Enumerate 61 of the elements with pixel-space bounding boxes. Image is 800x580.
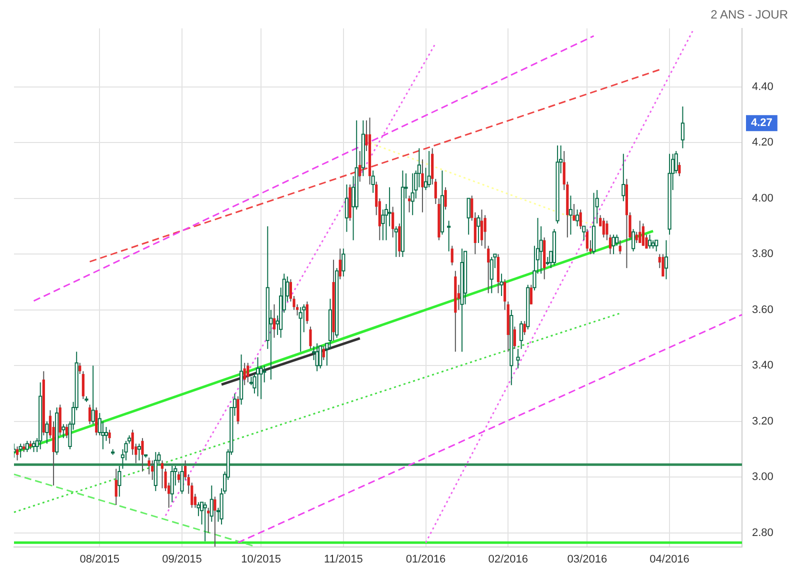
y-tick-label: 2.80 — [752, 526, 774, 539]
candlestick — [207, 507, 210, 534]
candlestick — [530, 284, 532, 305]
candlestick — [579, 209, 582, 230]
y-tick-label: 4.20 — [752, 136, 774, 149]
candlestick — [618, 240, 622, 255]
candlestick — [586, 228, 588, 252]
x-tick-label: 11/2015 — [324, 553, 363, 566]
candlestick — [306, 301, 308, 324]
y-tick-label: 3.40 — [752, 360, 774, 372]
candlestick — [513, 326, 516, 350]
candlestick — [78, 362, 82, 374]
candlestick — [450, 245, 454, 266]
candlestick — [16, 446, 19, 461]
candlestick — [214, 496, 216, 547]
candlestick — [642, 222, 644, 246]
candlestick — [678, 162, 681, 177]
x-tick-label: 04/2016 — [650, 553, 690, 566]
candlestick — [151, 460, 154, 480]
candlestick — [82, 370, 84, 400]
x-tick-label: 08/2015 — [80, 553, 120, 566]
candlestick — [480, 209, 484, 246]
candlestick — [309, 326, 312, 350]
candlestick — [421, 158, 424, 213]
y-tick-label: 3.20 — [752, 415, 774, 428]
candlestick — [160, 460, 164, 489]
candlestick — [662, 254, 664, 277]
candlestick — [177, 471, 180, 484]
candlestick — [236, 396, 240, 425]
x-tick-label: 09/2015 — [162, 553, 202, 566]
y-tick-label: 4.00 — [752, 192, 774, 204]
x-tick-label: 03/2016 — [567, 553, 608, 566]
candlestick — [114, 468, 118, 506]
candlestick — [444, 186, 447, 210]
candlestick — [392, 206, 394, 238]
candlestick — [487, 245, 490, 294]
candlestick — [88, 404, 92, 425]
candlestick — [65, 424, 68, 439]
y-tick-label: 3.60 — [752, 304, 774, 316]
y-tick-label: 4.40 — [752, 80, 774, 93]
candlestick — [141, 438, 144, 472]
candlestick — [243, 362, 246, 386]
candlestick — [95, 406, 98, 436]
x-tick-label: 10/2015 — [241, 553, 281, 566]
candlestick — [523, 320, 526, 336]
candlestick — [358, 150, 362, 182]
y-tick-label: 3.00 — [752, 471, 774, 484]
candlestick — [108, 429, 111, 444]
candlestick — [338, 248, 342, 280]
x-tick-label: 01/2016 — [406, 553, 446, 566]
text: 4.27 — [751, 117, 772, 130]
candlestick — [602, 217, 605, 238]
candlestick — [638, 220, 642, 244]
x-tick-label: 02/2016 — [488, 553, 528, 566]
candlestick — [572, 203, 576, 222]
candlestick — [322, 346, 325, 361]
candlestick — [246, 362, 250, 383]
chart-subtitle: 2 ANS - JOUR — [710, 8, 788, 22]
candlestick — [635, 231, 638, 244]
candlestick — [272, 304, 276, 338]
y-tick-label: 3.80 — [752, 248, 774, 260]
